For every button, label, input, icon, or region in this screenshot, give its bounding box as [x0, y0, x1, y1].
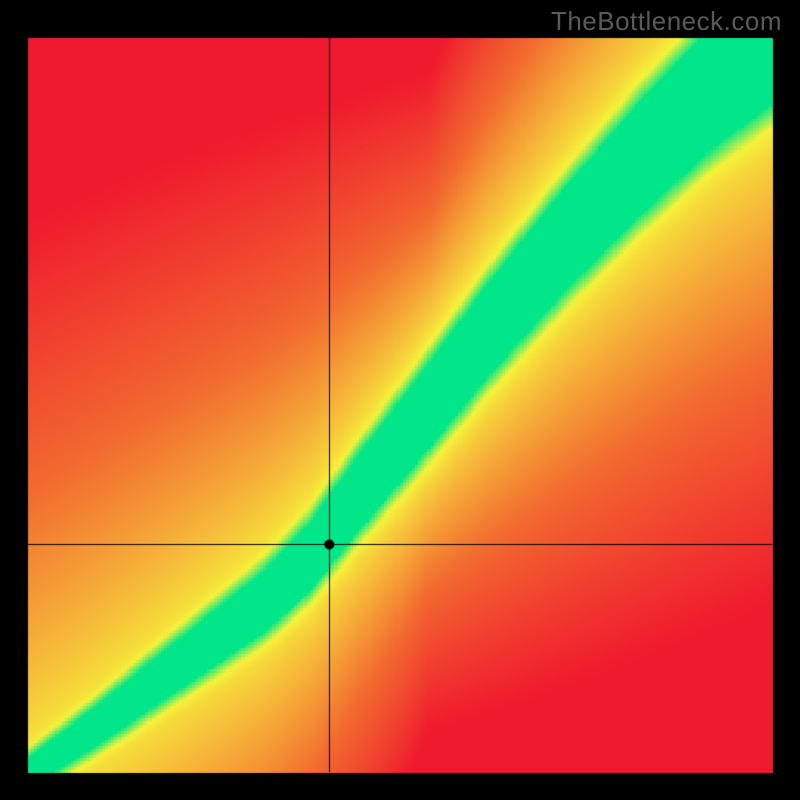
chart-frame: TheBottleneck.com	[0, 0, 800, 800]
bottleneck-heatmap	[0, 0, 800, 800]
watermark-text: TheBottleneck.com	[551, 6, 782, 37]
